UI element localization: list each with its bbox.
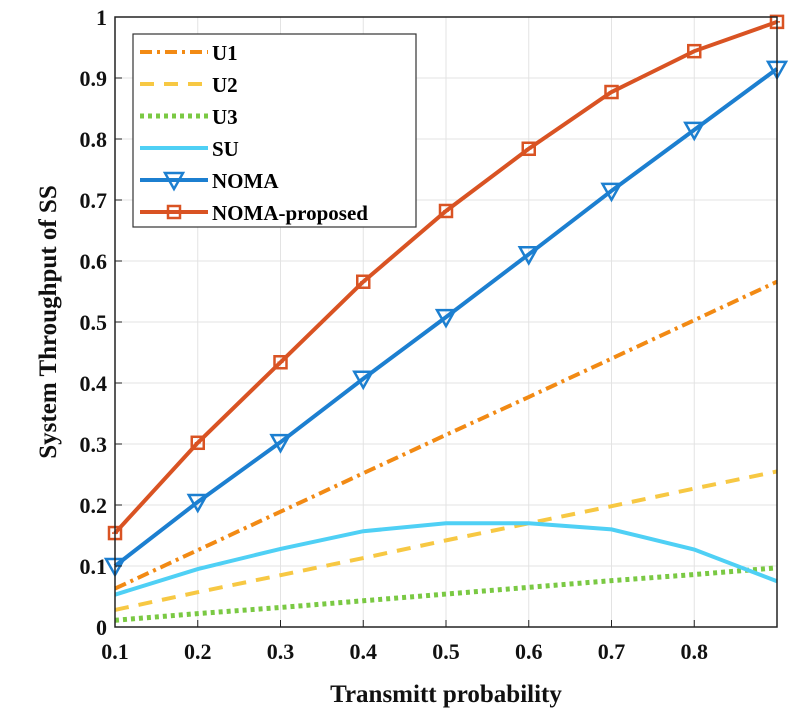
y-tick-label: 0.7 bbox=[80, 188, 108, 213]
triangle-down-marker bbox=[352, 370, 375, 391]
y-tick-label: 0.2 bbox=[80, 493, 108, 518]
legend-item: NOMA bbox=[140, 169, 279, 193]
series-u2 bbox=[114, 469, 778, 612]
y-tick-label: 0.3 bbox=[80, 432, 108, 457]
series-line bbox=[114, 565, 778, 623]
triangle-down-marker bbox=[162, 171, 186, 192]
series-noma bbox=[103, 60, 789, 578]
series-line bbox=[114, 521, 778, 597]
legend-label: U3 bbox=[212, 105, 238, 129]
x-axis-label: Transmitt probability bbox=[330, 681, 562, 708]
x-tick-label: 0.8 bbox=[681, 639, 709, 664]
x-tick-label: 0.6 bbox=[515, 639, 543, 664]
y-tick-label: 0.8 bbox=[80, 127, 108, 152]
y-tick-label: 0.1 bbox=[80, 554, 108, 579]
y-tick-label: 1 bbox=[96, 5, 107, 30]
triangle-down-marker bbox=[434, 308, 458, 329]
y-axis-label: System Throughput of SS bbox=[35, 185, 62, 458]
y-tick-label: 0 bbox=[96, 615, 107, 640]
y-tick-label: 0.6 bbox=[80, 249, 108, 274]
y-tick-label: 0.9 bbox=[80, 66, 108, 91]
square-marker bbox=[166, 204, 182, 220]
legend-item: U1 bbox=[140, 41, 238, 65]
legend-item: U3 bbox=[140, 105, 238, 129]
series-line bbox=[114, 279, 778, 591]
ticks: 0.1 0.2 0.3 0.4 0.5 0.6 0.7 0.800.10.20.30.40.5… bbox=[80, 5, 778, 664]
legend-item: SU bbox=[140, 137, 239, 161]
grid bbox=[114, 16, 778, 628]
y-tick-label: 0.4 bbox=[80, 371, 108, 396]
legend-label: U1 bbox=[212, 41, 238, 65]
x-tick-label: 0.7 bbox=[598, 639, 626, 664]
square-marker bbox=[604, 84, 619, 100]
triangle-down-marker bbox=[683, 121, 706, 142]
square-marker bbox=[521, 141, 536, 157]
series-su bbox=[114, 521, 778, 597]
series-line bbox=[114, 469, 778, 612]
legend-label: NOMA bbox=[212, 169, 279, 193]
legend-item: NOMA-proposed bbox=[140, 201, 368, 225]
x-tick-label: 0.4 bbox=[350, 639, 378, 664]
x-tick-label: 0.2 bbox=[184, 639, 212, 664]
series-group bbox=[103, 14, 789, 623]
legend-item: U2 bbox=[140, 73, 238, 97]
square-marker bbox=[687, 43, 702, 59]
triangle-down-marker bbox=[600, 182, 623, 203]
x-tick-label: 0.5 bbox=[432, 639, 460, 664]
series-u1 bbox=[114, 279, 778, 591]
legend: U1 U2 U3 SU NOMA NOMA-proposed bbox=[132, 33, 417, 228]
series-u3 bbox=[114, 565, 778, 623]
legend-label: NOMA-proposed bbox=[212, 201, 368, 225]
x-tick-label: 0.3 bbox=[267, 639, 295, 664]
triangle-down-marker bbox=[269, 433, 292, 454]
y-tick-label: 0.5 bbox=[80, 310, 108, 335]
square-marker bbox=[438, 203, 454, 219]
square-marker bbox=[273, 355, 288, 370]
triangle-down-marker bbox=[517, 246, 540, 266]
square-marker bbox=[190, 435, 205, 451]
legend-label: U2 bbox=[212, 73, 238, 97]
triangle-down-marker bbox=[186, 493, 209, 514]
x-tick-label: 0.1 bbox=[101, 639, 129, 664]
square-marker bbox=[356, 274, 371, 289]
legend-box bbox=[132, 33, 417, 228]
series-line bbox=[113, 67, 779, 568]
legend-label: SU bbox=[212, 137, 239, 161]
series-noma-proposed bbox=[107, 14, 785, 541]
